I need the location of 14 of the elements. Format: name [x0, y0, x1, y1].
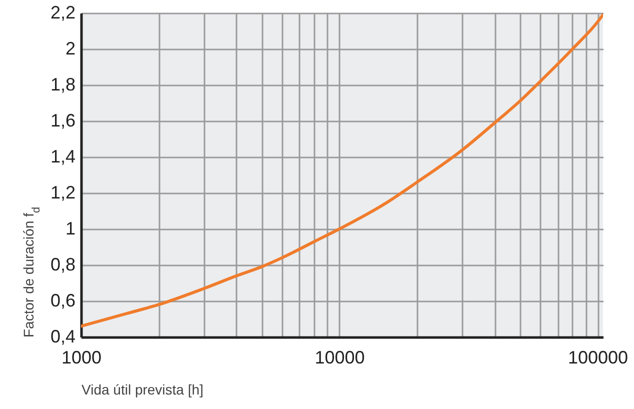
y-tick-label: 0,4 [50, 326, 76, 346]
y-tick-label: 1,8 [50, 74, 76, 94]
y-tick-label: 1,2 [50, 182, 76, 202]
y-tick-label: 2,2 [50, 2, 76, 22]
x-axis-title: Vida útil prevista [h] [82, 382, 204, 398]
y-tick-label: 1 [65, 218, 76, 238]
y-tick-label: 0,6 [50, 290, 76, 310]
x-tick-label: 100000 [568, 348, 628, 368]
x-tick-label: 10000 [314, 348, 365, 368]
y-tick-label: 1,6 [50, 110, 76, 130]
x-tick-label: 1000 [61, 348, 102, 368]
y-tick-label: 1,4 [50, 146, 76, 166]
y-tick-label: 0,8 [50, 254, 76, 274]
y-tick-label: 2 [65, 38, 76, 58]
